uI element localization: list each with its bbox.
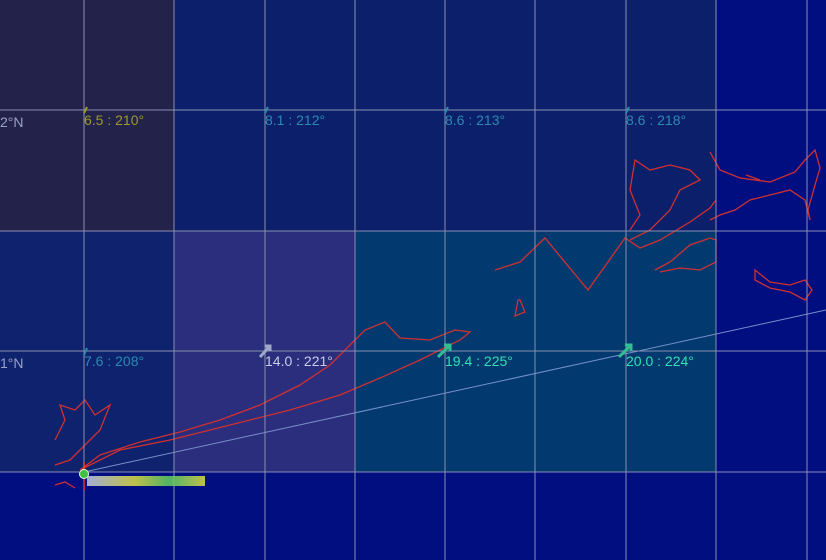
overlapping-label-strip — [87, 476, 205, 486]
wind-arrow-icon — [83, 347, 88, 356]
latitude-label: 1°N — [0, 355, 24, 371]
wind-label: 20.0 : 224° — [626, 353, 694, 369]
wind-arrow-icon — [625, 106, 630, 114]
wind-label: 8.6 : 218° — [626, 112, 687, 128]
wind-arrow-icon — [258, 344, 272, 359]
route-start-label-overlap — [87, 476, 205, 489]
wind-arrow-icon — [83, 106, 88, 114]
wind-cell — [0, 0, 174, 231]
wind-label: 7.6 : 208° — [84, 353, 145, 369]
wind-label: 6.5 : 210° — [84, 112, 145, 128]
wind-cell — [716, 0, 826, 472]
wind-arrow-icon — [444, 106, 449, 114]
latitude-label: 2°N — [0, 114, 24, 130]
wind-label: 14.0 : 221° — [265, 353, 333, 369]
wind-label: 8.6 : 213° — [445, 112, 506, 128]
route-line — [83, 309, 826, 473]
boat-position-icon[interactable] — [79, 469, 89, 479]
wind-label: 8.1 : 212° — [265, 112, 326, 128]
wind-arrow-icon — [436, 343, 452, 359]
wind-arrows — [83, 106, 633, 359]
wind-arrow-icon — [264, 106, 269, 114]
wind-arrow-icon — [617, 343, 633, 359]
wind-label: 19.4 : 225° — [445, 353, 513, 369]
